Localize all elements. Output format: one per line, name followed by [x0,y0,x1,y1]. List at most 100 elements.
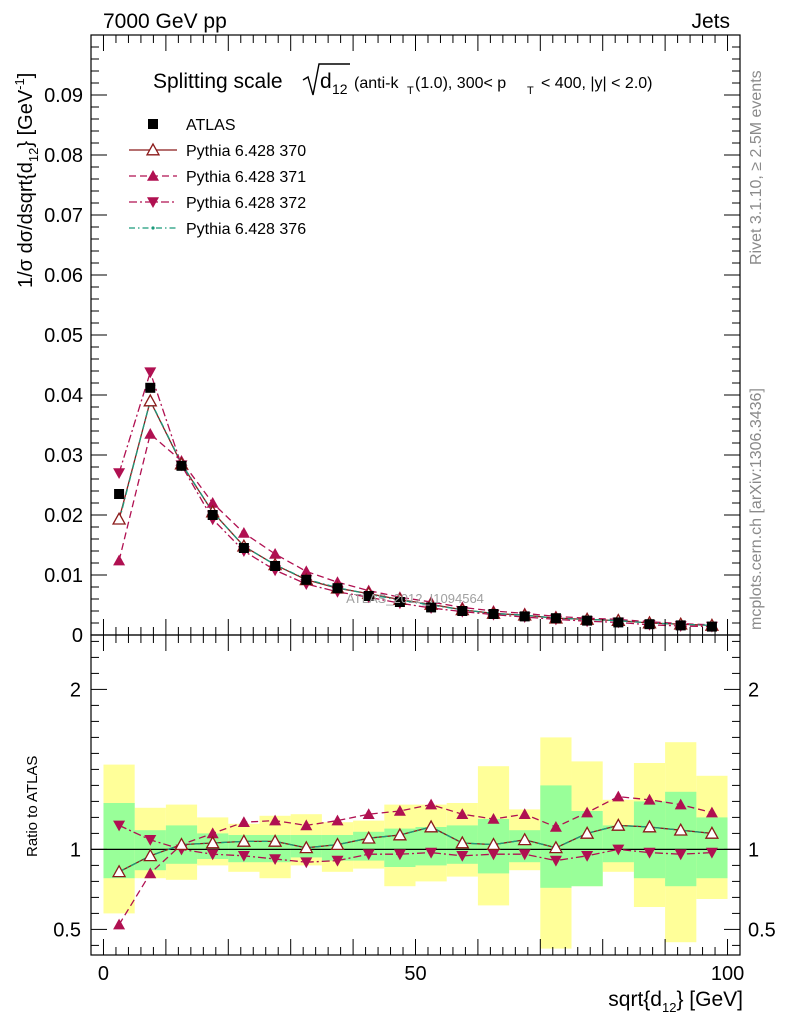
y-label-close: ] [15,73,37,79]
ratio-series-3-point [581,851,594,862]
analysis-watermark: ATLAS_2012_I1094564 [346,591,484,606]
series-2-point [300,565,313,577]
plot-title: Splitting scale d 12 (anti-k T (1.0), 30… [153,63,653,97]
ratio-series-1-point [704,826,720,839]
ratio-series-2-point [113,918,126,930]
atlas-data-point [145,382,156,393]
ratio-series-2-point [393,805,406,816]
ratio-series-3-point [237,851,250,862]
ratio-series-1-point [143,848,158,862]
legend-label: Pythia 6.428 370 [186,143,306,160]
ratio-series-1-point [517,832,532,846]
main-y-tick-label: 0.04 [44,385,83,407]
title-rest-b: (1.0), 300< p [415,75,506,92]
atlas-data-point [706,621,717,632]
main-y-tick-label: 0.05 [44,325,83,347]
ratio-series-2-point [144,867,157,879]
ratio-uncertainty-bands [103,737,728,949]
main-y-tick-label: 0.07 [44,205,83,227]
ratio-band-green [540,785,572,888]
ratio-series-1-point [111,864,127,878]
y-label-end: } [GeV [15,89,37,147]
legend-label: ATLAS [186,117,236,134]
atlas-data-point [238,543,249,553]
atlas-data-point [207,510,218,520]
ratio-series-2-point [237,816,250,827]
ratio-series-3-point [674,849,687,861]
ratio-series-1-point [580,826,595,839]
main-y-tick-label: 0.09 [44,85,83,107]
ratio-series-1-point [392,827,408,841]
atlas-data-point [519,611,530,622]
ratio-series-1-point [361,830,376,844]
ratio-series-1-point [486,837,501,851]
ratio-band-green [602,825,634,863]
ratio-series-2-point [487,813,500,824]
atlas-data-point [613,617,624,628]
y-axis-label: 1/σ dσ/dsqrt{d12} [GeV-1] [12,73,41,288]
ratio-y-tick-label: 1 [70,839,81,861]
title-rest-b-sub: T [527,85,534,97]
title-rest-a: (anti-k [354,75,399,92]
svg-text:1/σ dσ/dsqrt{d12} [GeV-1]: 1/σ dσ/dsqrt{d12} [GeV-1] [12,73,41,288]
atlas-data-point [270,561,281,571]
ratio-series-1-point [236,834,251,847]
atlas-data-point [426,602,437,613]
main-y-tick-label: 0.01 [44,565,83,587]
legend-entry-4: Pythia 6.428 372 [129,195,306,212]
legend-label: Pythia 6.428 376 [186,221,306,238]
header-process-label: Jets [691,10,730,33]
atlas-data-point [114,489,125,499]
ratio-y-tick-label-right: 2 [748,679,759,701]
ratio-y-tick-label-right: 0.5 [748,919,776,941]
main-y-tick-label: 0.02 [44,505,83,527]
legend-marker [148,119,158,129]
ratio-series-group [111,790,720,930]
legend-entry-2: Pythia 6.428 370 [129,142,306,160]
series-line-2 [118,432,712,626]
ratio-series-2-point [518,808,531,819]
ratio-series-3-point [518,849,531,861]
ratio-y-tick-label: 2 [70,679,81,701]
ratio-series-3-point [549,855,562,867]
ratio-series-2-point [300,819,313,831]
ratio-series-1-point [455,835,470,849]
ratio-series-3-point [300,857,313,869]
ratio-series-2-point [362,808,375,819]
series-2-point [144,428,157,439]
series-line-4 [118,398,712,627]
title-prefix: Splitting scale [153,70,283,93]
atlas-data-points [114,382,717,632]
ratio-series-3-point [362,849,375,861]
legend-label: Pythia 6.428 371 [186,169,306,186]
legend: ATLAS Pythia 6.428 370 Pythia 6.428 371 Pyt… [129,117,306,238]
ratio-series-2-point [549,821,562,832]
x-tick-label: 0 [98,963,109,985]
ratio-series-1-point [611,818,626,831]
ratio-band-green [415,827,447,866]
legend-entry-1: ATLAS [148,117,236,134]
x-tick-label: 100 [711,963,744,985]
ratio-y-tick-label: 0.5 [53,919,81,941]
ratio-series-3-point [456,851,469,862]
ratio-series-3-point [331,855,344,867]
atlas-data-point [488,609,499,619]
ratio-series-1-point [548,840,564,854]
legend-marker [151,226,155,230]
main-y-tick-label: 0.08 [44,145,83,167]
ratio-series-2-point [269,814,282,826]
ratio-series-2-point [425,798,438,810]
ratio-series-3-point [113,820,126,832]
ratio-line-3 [118,824,712,863]
series-1-point [111,511,127,525]
ratio-series-2-point [206,827,219,839]
ratio-series-3-point [612,844,625,856]
legend-entry-3: Pythia 6.428 371 [129,169,306,186]
atlas-data-point [675,620,686,631]
y-label-main: 1/σ dσ/dsqrt{d [15,162,37,288]
legend-entry-5: Pythia 6.428 376 [129,221,306,238]
ratio-series-3-point [425,847,438,859]
title-root-symbol: d [320,70,332,93]
main-y-tick-label: 0 [72,625,83,647]
rivet-version-label: Rivet 3.1.10, ≥ 2.5M events [748,70,765,265]
